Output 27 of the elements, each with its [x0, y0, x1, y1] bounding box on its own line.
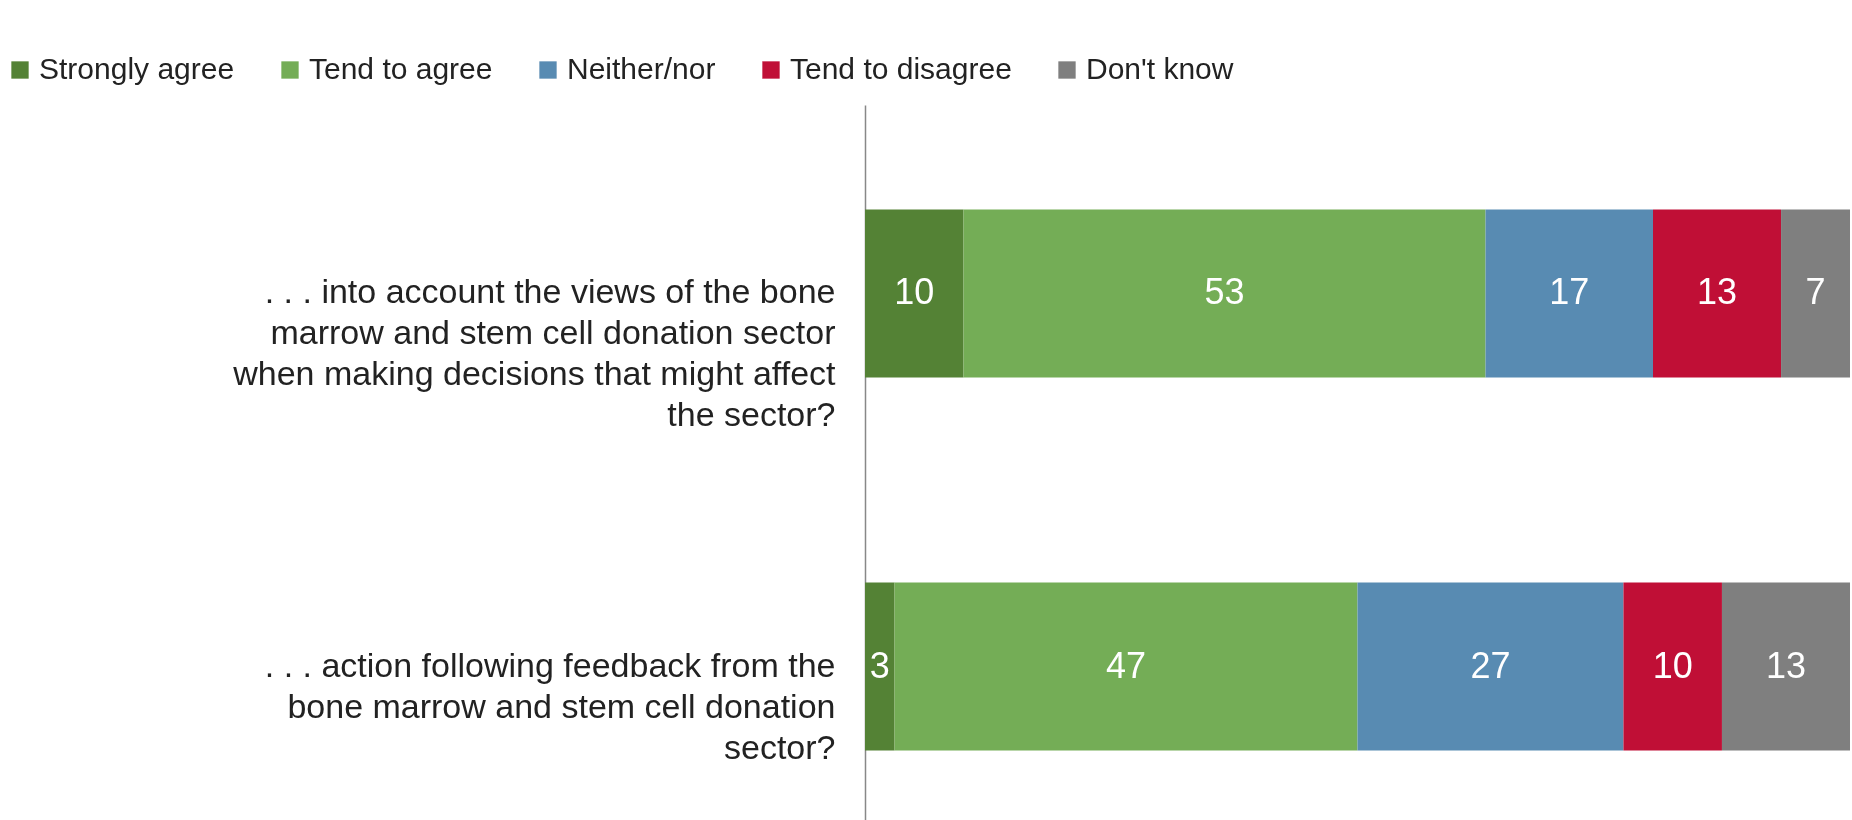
data-label: 47: [1106, 644, 1147, 686]
data-label: 53: [1204, 271, 1245, 313]
legend-label: Strongly agree: [39, 52, 235, 85]
data-label: 13: [1697, 271, 1738, 313]
bar: [1721, 582, 1850, 751]
y-tick-label: . . . action following feedback from the bone marrow and stem cell donation sector?: [264, 645, 836, 766]
data-label: 17: [1549, 271, 1590, 313]
data-label: 7: [1805, 271, 1826, 313]
bar: [1781, 209, 1850, 378]
data-label: 3: [869, 644, 890, 686]
bar: [1357, 582, 1624, 751]
legend-label: Don't know: [1086, 52, 1234, 85]
bar: [865, 209, 964, 378]
legend-label: Tend to disagree: [790, 52, 1012, 85]
bar: [963, 209, 1486, 378]
data-label: 13: [1765, 644, 1806, 686]
y-tick-label: . . . into account the views of the bone marrow and stem cell donation sector when making decisions that might affect the sector?: [232, 272, 837, 434]
bar: [865, 582, 895, 751]
bar: [1485, 209, 1653, 378]
bar: [1623, 582, 1722, 751]
bar: [894, 582, 1358, 751]
bar: [1653, 209, 1782, 378]
data-label: 10: [1652, 644, 1693, 686]
data-label: 10: [894, 271, 935, 313]
legend-label: Neither/nor: [567, 52, 716, 85]
data-label: 27: [1470, 644, 1511, 686]
legend-label: Tend to agree: [309, 52, 493, 85]
